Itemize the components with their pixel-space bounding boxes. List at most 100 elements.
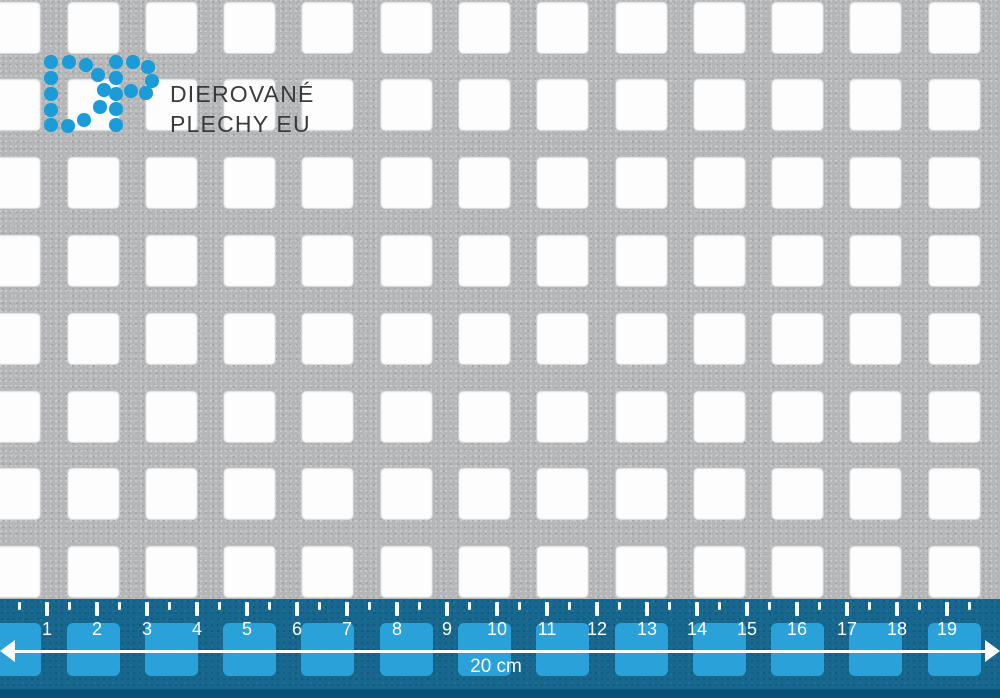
ruler-tick-minor bbox=[17, 602, 21, 610]
sheet-hole bbox=[0, 233, 42, 287]
ruler-number: 12 bbox=[586, 619, 608, 639]
sheet-hole bbox=[301, 467, 355, 521]
ruler-tick-major bbox=[195, 602, 199, 616]
sheet-hole bbox=[66, 233, 120, 287]
logo-dot bbox=[109, 118, 123, 132]
ruler-tick-minor bbox=[467, 602, 471, 610]
sheet-hole bbox=[66, 0, 120, 54]
sheet-hole bbox=[144, 311, 198, 365]
ruler-square bbox=[771, 623, 825, 676]
sheet-hole bbox=[144, 545, 198, 599]
sheet-hole bbox=[0, 545, 42, 599]
sheet-hole bbox=[536, 78, 590, 132]
sheet-hole bbox=[66, 311, 120, 365]
ruler-number: 4 bbox=[191, 619, 202, 639]
sheet-hole bbox=[0, 467, 42, 521]
sheet-hole bbox=[0, 311, 42, 365]
sheet-hole bbox=[849, 311, 903, 365]
sheet-hole bbox=[458, 156, 512, 210]
ruler-tick-major bbox=[45, 602, 49, 616]
sheet-hole bbox=[379, 78, 433, 132]
ruler-number: 7 bbox=[341, 619, 352, 639]
sheet-hole bbox=[144, 389, 198, 443]
sheet-hole bbox=[692, 156, 746, 210]
logo-dot bbox=[139, 86, 153, 100]
ruler-square bbox=[927, 623, 981, 676]
logo-dot bbox=[44, 71, 58, 85]
sheet-hole bbox=[614, 0, 668, 54]
ruler-number: 14 bbox=[686, 619, 708, 639]
sheet-hole bbox=[771, 467, 825, 521]
sheet-hole bbox=[458, 311, 512, 365]
ruler-number: 8 bbox=[391, 619, 402, 639]
ruler-square bbox=[536, 623, 590, 676]
sheet-hole bbox=[771, 78, 825, 132]
perforated-metal-sheet bbox=[0, 0, 1000, 599]
ruler-number: 17 bbox=[836, 619, 858, 639]
logo-dot bbox=[145, 74, 159, 88]
sheet-hole bbox=[849, 389, 903, 443]
sheet-hole bbox=[692, 0, 746, 54]
ruler-square bbox=[223, 623, 277, 676]
ruler-tick-minor bbox=[317, 602, 321, 610]
ruler-square bbox=[458, 623, 512, 676]
ruler-tick-minor bbox=[817, 602, 821, 610]
ruler-tick-major bbox=[695, 602, 699, 616]
sheet-hole bbox=[692, 311, 746, 365]
sheet-hole bbox=[771, 311, 825, 365]
sheet-hole bbox=[927, 389, 981, 443]
sheet-hole bbox=[223, 0, 277, 54]
ruler-square bbox=[66, 623, 120, 676]
ruler-tick-minor bbox=[667, 602, 671, 610]
ruler-number: 2 bbox=[91, 619, 102, 639]
ruler-tick-minor bbox=[867, 602, 871, 610]
sheet-hole bbox=[223, 156, 277, 210]
logo-dot bbox=[109, 102, 123, 116]
sheet-hole bbox=[66, 389, 120, 443]
sheet-hole bbox=[849, 156, 903, 210]
sheet-hole bbox=[458, 0, 512, 54]
sheet-hole bbox=[301, 156, 355, 210]
sheet-hole bbox=[458, 78, 512, 132]
sheet-hole bbox=[771, 389, 825, 443]
sheet-hole bbox=[458, 545, 512, 599]
sheet-hole bbox=[614, 311, 668, 365]
ruler-tick-minor bbox=[567, 602, 571, 610]
sheet-hole bbox=[927, 545, 981, 599]
sheet-hole bbox=[144, 233, 198, 287]
logo-dot bbox=[141, 60, 155, 74]
ruler-number: 15 bbox=[736, 619, 758, 639]
sheet-hole bbox=[301, 78, 355, 132]
dimension-arrow-line bbox=[12, 650, 988, 653]
ruler-tick-minor bbox=[217, 602, 221, 610]
logo-dot bbox=[61, 119, 75, 133]
ruler-number: 19 bbox=[936, 619, 958, 639]
sheet-hole bbox=[379, 233, 433, 287]
ruler-tick-minor bbox=[967, 602, 971, 610]
sheet-hole bbox=[144, 156, 198, 210]
ruler-tick-major bbox=[895, 602, 899, 616]
sheet-hole bbox=[379, 389, 433, 443]
sheet-hole bbox=[614, 233, 668, 287]
ruler-number: 5 bbox=[241, 619, 252, 639]
ruler-tick-minor bbox=[417, 602, 421, 610]
ruler-tick-minor bbox=[767, 602, 771, 610]
sheet-hole bbox=[536, 311, 590, 365]
sheet-hole bbox=[0, 0, 42, 54]
sheet-hole bbox=[927, 156, 981, 210]
logo-dot bbox=[109, 71, 123, 85]
sheet-hole bbox=[692, 78, 746, 132]
sheet-hole bbox=[223, 78, 277, 132]
measuring-ruler-band: 1 2 3 4 5 6 7 8 9 10 11 12 13 14 15 16 17 18 19 20 cm bbox=[0, 599, 1000, 698]
ruler-tick-major bbox=[345, 602, 349, 616]
logo-dot bbox=[109, 87, 123, 101]
logo-dot bbox=[79, 58, 93, 72]
ruler-tick-major bbox=[295, 602, 299, 616]
sheet-hole bbox=[692, 467, 746, 521]
ruler-tick-major bbox=[795, 602, 799, 616]
sheet-hole bbox=[66, 467, 120, 521]
brand-name: DIEROVANÉ PLECHY EU bbox=[170, 79, 315, 139]
sheet-hole bbox=[849, 467, 903, 521]
ruler-tick-minor bbox=[917, 602, 921, 610]
brand-name-line2: PLECHY EU bbox=[170, 111, 311, 137]
